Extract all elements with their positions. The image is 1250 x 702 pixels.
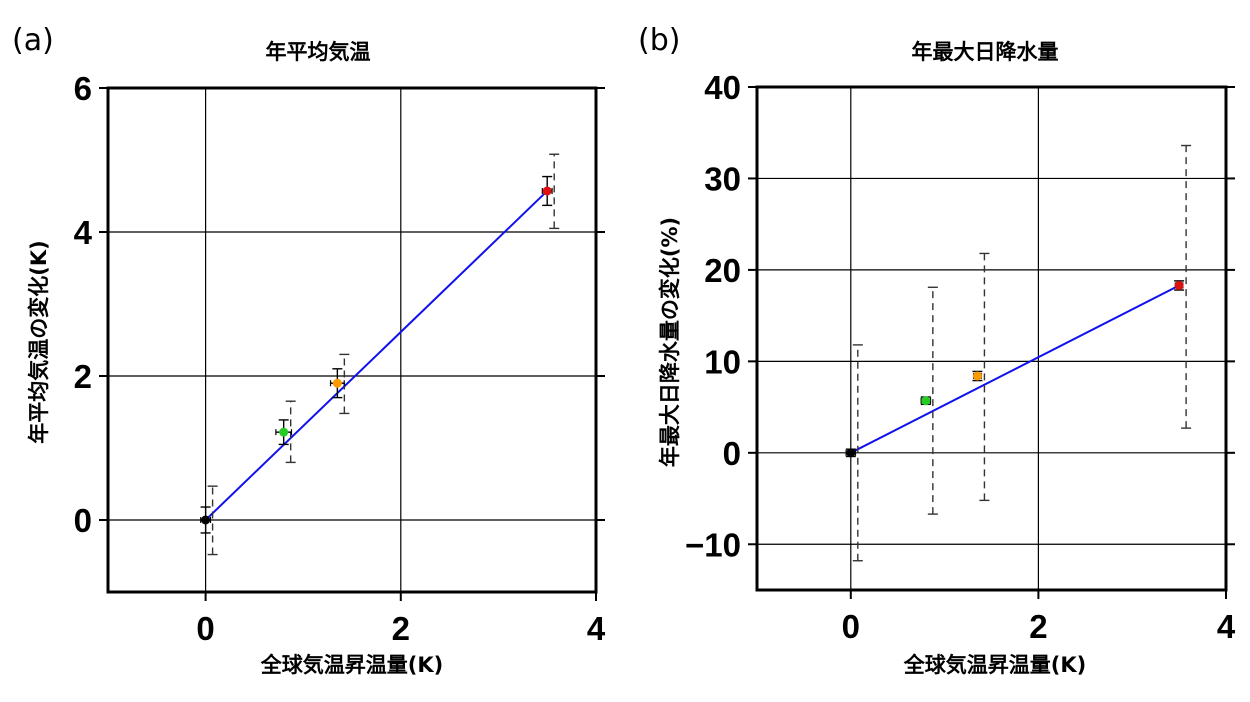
panel-b-frame [755,85,1228,592]
panel-a-x-tick-label: 4 [587,610,606,647]
panel-a-ylabel: 年平均気温の変化(K) [27,240,51,443]
panel-b-y-tick-label: 20 [704,252,741,289]
panel-a-frame [106,86,598,594]
panel-b-point-3 [1174,280,1184,290]
panel-b-plot: 0 2 4 −10 0 10 20 30 40 [685,69,1236,645]
panel-b-fit-line [850,284,1180,454]
panel-b-y-tick-label: −10 [685,526,741,563]
panel-a-point-0 [201,515,211,525]
panel-a-y-tick-label: 6 [74,70,92,107]
panel-b-label: (b) [638,23,680,58]
panel-b-y-tick-label: 10 [704,343,741,380]
panel-b-y-tick-label: 0 [723,435,741,472]
panel-a-xlabel: 全球気温昇温量(K) [260,653,443,677]
panel-a-point-1 [279,427,289,437]
panel-a-point-2 [332,378,342,388]
panel-b-point-1 [921,396,931,406]
panel-a-plot: 0 2 4 0 2 4 6 [74,70,606,647]
panel-a-y-tick-label: 4 [74,214,93,251]
panel-b-ylabel: 年最大日降水量の変化(%) [658,217,682,467]
panel-b-point-2 [972,371,982,381]
panel-a-plot-area [108,88,596,592]
panel-a-y-tick-label: 2 [74,358,92,395]
panel-b-y-tick-label: 30 [704,160,741,197]
panel-b-title: 年最大日降水量 [912,40,1059,64]
panel-a-x-tick-label: 2 [392,610,410,647]
panel-b-xlabel: 全球気温昇温量(K) [903,653,1086,677]
panel-a-fit-line [204,190,548,521]
panel-a-x-tick-label: 0 [196,610,214,647]
panel-b-x-tick-label: 4 [1217,608,1236,645]
panel-a-point-3 [542,186,552,196]
panel-b-x-tick-label: 0 [842,608,860,645]
panel-a-label: (a) [12,23,54,58]
panel-a-title: 年平均気温 [266,40,371,64]
panel-b-y-tick-label: 40 [704,69,741,106]
panel-b-plot-area [757,87,1226,590]
panel-a-y-tick-label: 0 [74,502,92,539]
panel-b-point-0 [846,448,856,458]
panel-b-x-tick-label: 2 [1029,608,1047,645]
